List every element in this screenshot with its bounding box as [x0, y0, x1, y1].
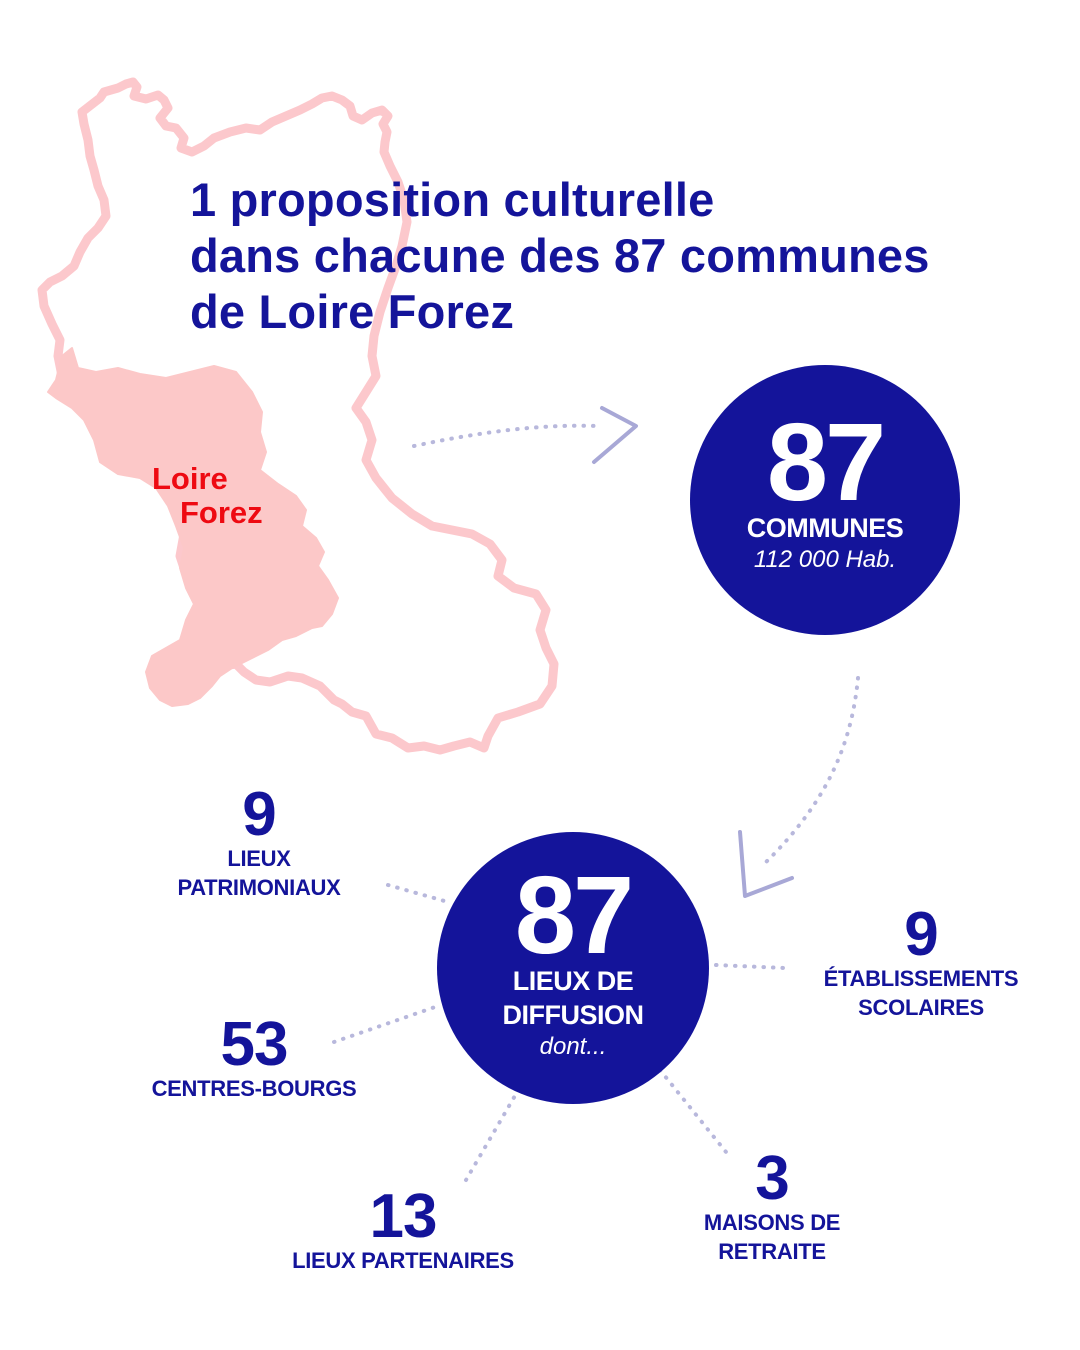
spoke-retraite	[658, 1068, 728, 1154]
lieux-sub: dont...	[539, 1033, 607, 1060]
spoke-patrimoniaux	[386, 883, 450, 904]
stat-partenaires: 13 LIEUX PARTENAIRES	[262, 1182, 544, 1275]
population-text: 112 000 Hab.	[753, 546, 897, 573]
communes-label: COMMUNES	[746, 513, 904, 543]
stat-retraite: 3 MAISONS DE RETRAITE	[680, 1144, 864, 1266]
stat-label: CENTRES-BOURGS	[130, 1074, 378, 1103]
stat-label-line: LIEUX	[227, 846, 291, 871]
connector-map-to-communes	[412, 423, 600, 448]
title-line: dans chacune des 87 communes	[190, 229, 930, 282]
stat-label-line: LIEUX PARTENAIRES	[292, 1248, 514, 1273]
arrowhead-right-icon	[592, 406, 638, 464]
communes-circle: 87 COMMUNES 112 000 Hab.	[690, 365, 960, 635]
stat-number: 3	[755, 1144, 789, 1213]
lieux-number: 87	[514, 854, 634, 977]
arrowhead-down-icon	[738, 830, 794, 898]
stat-scolaires: 9 ÉTABLISSEMENTS SCOLAIRES	[796, 900, 1046, 1022]
stat-label: LIEUX PARTENAIRES	[262, 1246, 544, 1275]
stat-number: 53	[220, 1010, 289, 1079]
map-label-line: Forez	[180, 495, 263, 530]
title-line: 1 proposition culturelle	[190, 173, 715, 226]
stat-label: MAISONS DE RETRAITE	[680, 1208, 864, 1266]
stat-label-line: PATRIMONIAUX	[177, 875, 341, 900]
lieux-circle: 87 LIEUX DE DIFFUSION dont...	[437, 832, 709, 1104]
stat-label: LIEUX PATRIMONIAUX	[150, 844, 368, 902]
stat-label-line: CENTRES-BOURGS	[151, 1076, 357, 1101]
stat-number: 13	[369, 1182, 438, 1251]
stat-label-line: ÉTABLISSEMENTS	[823, 966, 1019, 991]
spoke-partenaires	[464, 1092, 518, 1182]
title-line: de Loire Forez	[190, 285, 515, 338]
stat-label-line: SCOLAIRES	[858, 995, 984, 1020]
loire-forez-region	[47, 347, 339, 707]
map-label-line: Loire	[152, 461, 228, 496]
stat-label-line: MAISONS DE	[703, 1210, 841, 1235]
communes-number: 87	[766, 401, 886, 524]
stat-number: 9	[904, 900, 938, 969]
spoke-bourgs	[332, 1004, 440, 1044]
stat-label-line: RETRAITE	[718, 1239, 826, 1264]
map-label: Loire Forez	[152, 462, 263, 530]
stat-number: 9	[242, 780, 276, 849]
stat-patrimoniaux: 9 LIEUX PATRIMONIAUX	[150, 780, 368, 902]
lieux-label-line: DIFFUSION	[502, 1000, 645, 1030]
lieux-label-line: LIEUX DE	[512, 966, 634, 996]
stat-label: ÉTABLISSEMENTS SCOLAIRES	[796, 964, 1046, 1022]
connector-communes-to-lieux	[762, 676, 860, 866]
page-title: 1 proposition culturelle dans chacune de…	[190, 172, 930, 340]
stat-bourgs: 53 CENTRES-BOURGS	[130, 1010, 378, 1103]
spoke-scolaires	[714, 963, 786, 970]
